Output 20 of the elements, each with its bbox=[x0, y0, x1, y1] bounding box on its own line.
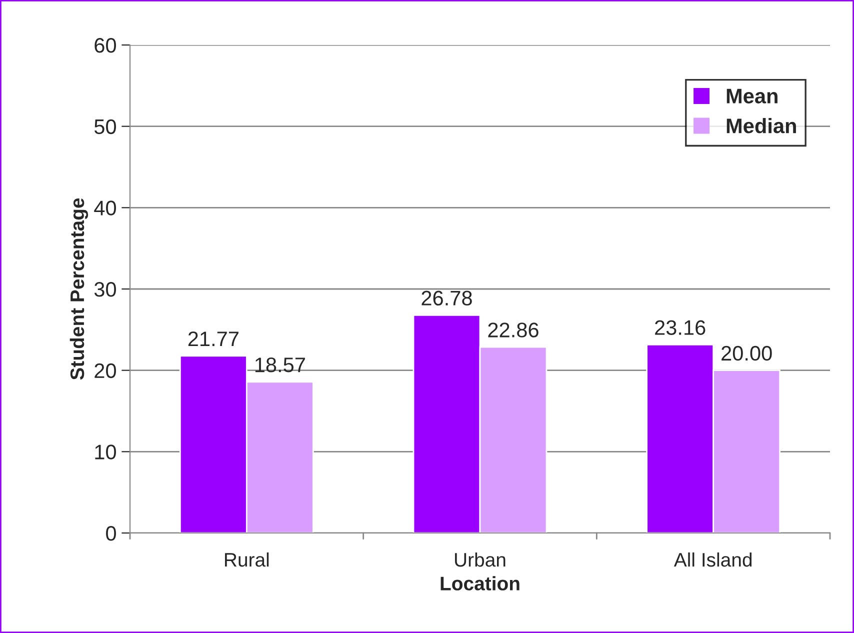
y-tick-label: 10 bbox=[95, 444, 116, 460]
x-tick-label: Urban bbox=[455, 552, 506, 567]
y-tick-label: 30 bbox=[94, 282, 116, 297]
legend-label: Median bbox=[726, 118, 796, 134]
y-tick-label: 20 bbox=[94, 363, 116, 378]
data-label: 22.86 bbox=[488, 322, 538, 338]
data-label: 21.77 bbox=[188, 332, 238, 346]
x-axis-title: Location bbox=[440, 576, 520, 590]
data-label: 26.78 bbox=[422, 290, 472, 306]
y-tick-label: 60 bbox=[94, 38, 116, 53]
y-axis-title: Student Percentage bbox=[70, 198, 88, 380]
legend-label: Mean bbox=[726, 88, 778, 104]
y-tick-label: 40 bbox=[94, 200, 116, 216]
x-tick-label: All Island bbox=[674, 552, 752, 567]
y-tick-label: 0 bbox=[106, 526, 116, 541]
data-label: 20.00 bbox=[722, 346, 772, 361]
data-label: 23.16 bbox=[655, 320, 706, 335]
x-tick-label: Rural bbox=[225, 552, 269, 567]
y-tick-label: 50 bbox=[94, 119, 116, 134]
data-label: 18.57 bbox=[255, 358, 305, 372]
